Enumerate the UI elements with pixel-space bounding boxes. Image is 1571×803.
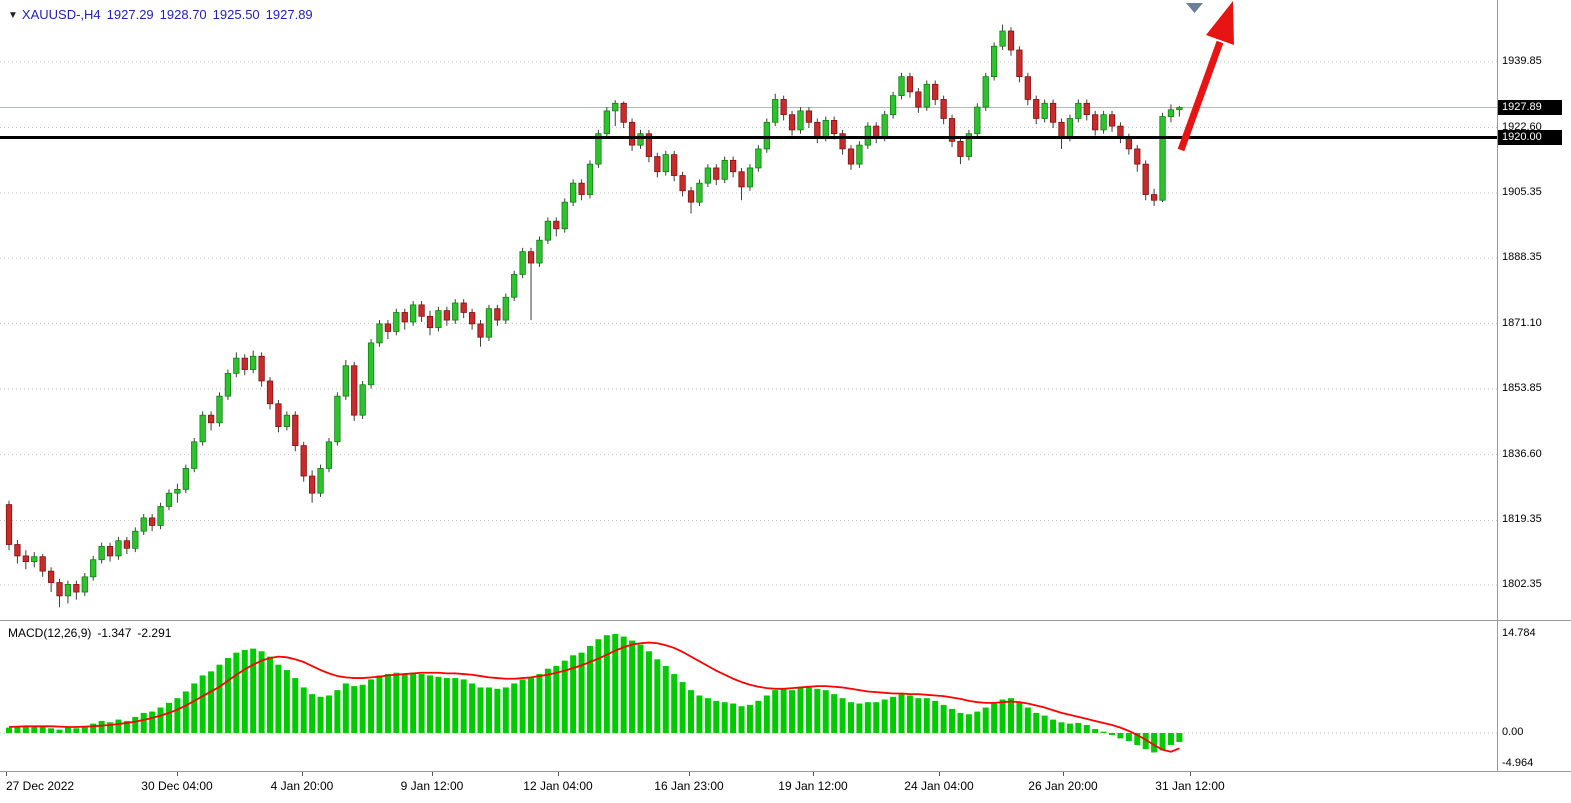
price-axis-label: 1888.35: [1502, 250, 1542, 263]
current-price-label: 1927.89: [1498, 99, 1562, 115]
macd-axis-label: -4.964: [1502, 757, 1534, 769]
macd-signal-value: -2.291: [137, 626, 172, 640]
time-axis-label: 16 Jan 23:00: [654, 779, 724, 793]
macd-name: MACD(12,26,9): [8, 626, 92, 640]
symbol-marker-icon: ▼: [8, 10, 18, 21]
ohlc-high: 1928.70: [159, 7, 207, 22]
time-axis-label: 12 Jan 04:00: [523, 779, 593, 793]
macd-axis-label: 0.00: [1502, 726, 1524, 738]
time-axis-label: 9 Jan 12:00: [400, 779, 464, 793]
price-axis-label: 1922.60: [1502, 120, 1542, 133]
macd-indicator-label: MACD(12,26,9) -1.347 -2.291: [8, 626, 171, 640]
macd-signal-line: [8, 641, 1180, 753]
symbol-timeframe: XAUUSD-,H4: [21, 7, 101, 22]
panel-separators: [0, 0, 1571, 776]
time-axis-label: 4 Jan 20:00: [270, 779, 334, 793]
chart-shift-marker-icon[interactable]: [1186, 3, 1203, 13]
candles[interactable]: [5, 24, 1183, 608]
price-axis-label: 1871.10: [1502, 316, 1542, 329]
time-axis-label: 24 Jan 04:00: [904, 779, 974, 793]
hline-price-label: 1920.00: [1498, 130, 1562, 145]
ohlc-low: 1925.50: [212, 7, 260, 22]
price-axis-label: 1836.60: [1502, 447, 1542, 460]
price-axis-label: 1939.85: [1502, 55, 1542, 67]
time-axis-label: 27 Dec 2022: [6, 779, 75, 793]
macd-main-value: -1.347: [97, 626, 132, 640]
ohlc-close: 1927.89: [265, 7, 313, 22]
price-axis-label: 1802.35: [1502, 578, 1542, 591]
price-axis-label: 1819.35: [1502, 513, 1542, 526]
macd-panel[interactable]: [6, 633, 1183, 753]
time-axis-label: 19 Jan 12:00: [778, 779, 848, 793]
time-axis-label: 26 Jan 20:00: [1028, 779, 1098, 793]
price-axis-label: 1853.85: [1502, 382, 1542, 395]
ohlc-open: 1927.29: [106, 7, 154, 22]
macd-axis-label: 14.784: [1502, 626, 1536, 639]
time-axis-label: 31 Jan 12:00: [1155, 779, 1225, 793]
gridlines: [0, 61, 1497, 734]
trend-arrow-annotation[interactable]: [1177, 1, 1234, 152]
time-axis-label: 30 Dec 04:00: [141, 779, 213, 793]
price-axis-label: 1905.35: [1502, 186, 1542, 199]
chart-title: ▼ XAUUSD-,H4 1927.29 1928.70 1925.50 1927.89: [8, 7, 313, 22]
